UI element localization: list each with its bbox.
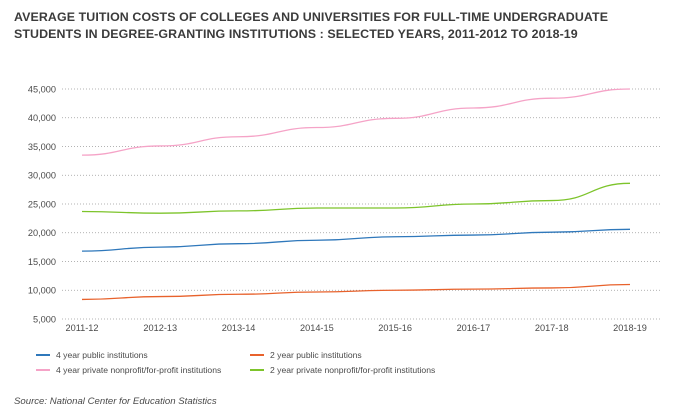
series-lines <box>81 88 631 301</box>
series-line-3 <box>81 88 631 156</box>
y-axis-tick-labels: 5,000 10,000 15,000 20,000 25,000 30,000 35,00… <box>28 84 56 324</box>
y-tick-label: 15,000 <box>28 257 56 267</box>
y-tick-label: 5,000 <box>33 314 56 324</box>
y-tick-label: 35,000 <box>28 142 56 152</box>
y-tick-label: 40,000 <box>28 113 56 123</box>
series-line-4 <box>81 182 631 214</box>
x-axis-tick-labels: 2011-12 2012-13 2013-14 2014-15 2015-16 2016-… <box>65 323 646 333</box>
legend-swatch <box>36 369 50 371</box>
legend-item-4yr-public: 4 year public institutions <box>36 350 148 360</box>
x-tick-label: 2016-17 <box>457 323 491 333</box>
x-tick-label: 2015-16 <box>378 323 412 333</box>
grid-lines <box>62 88 662 320</box>
x-tick-label: 2017-18 <box>535 323 569 333</box>
y-tick-label: 45,000 <box>28 84 56 94</box>
chart-title: AVERAGE TUITION COSTS OF COLLEGES AND UN… <box>14 10 609 41</box>
legend-label: 4 year public institutions <box>56 350 148 360</box>
y-tick-label: 10,000 <box>28 286 56 296</box>
y-tick-label: 30,000 <box>28 171 56 181</box>
legend-item-2yr-public: 2 year public institutions <box>250 350 362 360</box>
y-tick-label: 20,000 <box>28 228 56 238</box>
x-tick-label: 2011-12 <box>65 323 98 333</box>
series-line-1 <box>81 228 631 252</box>
legend-item-4yr-private: 4 year private nonprofit/for-profit inst… <box>36 365 221 375</box>
legend-swatch <box>250 354 264 356</box>
x-tick-label: 2014-15 <box>300 323 334 333</box>
legend-item-2yr-private: 2 year private nonprofit/for-profit inst… <box>250 365 435 375</box>
x-tick-label: 2012-13 <box>143 323 177 333</box>
source-note: Source: National Center for Education St… <box>14 396 217 407</box>
x-tick-label: 2013-14 <box>222 323 256 333</box>
series-line-2 <box>81 283 631 301</box>
legend-label: 4 year private nonprofit/for-profit inst… <box>56 365 222 375</box>
legend-label: 2 year public institutions <box>270 350 362 360</box>
x-tick-label: 2018-19 <box>613 323 647 333</box>
legend-label: 2 year private nonprofit/for-profit inst… <box>270 365 436 375</box>
y-tick-label: 25,000 <box>28 199 56 209</box>
legend-swatch <box>250 369 264 371</box>
legend-swatch <box>36 354 50 356</box>
